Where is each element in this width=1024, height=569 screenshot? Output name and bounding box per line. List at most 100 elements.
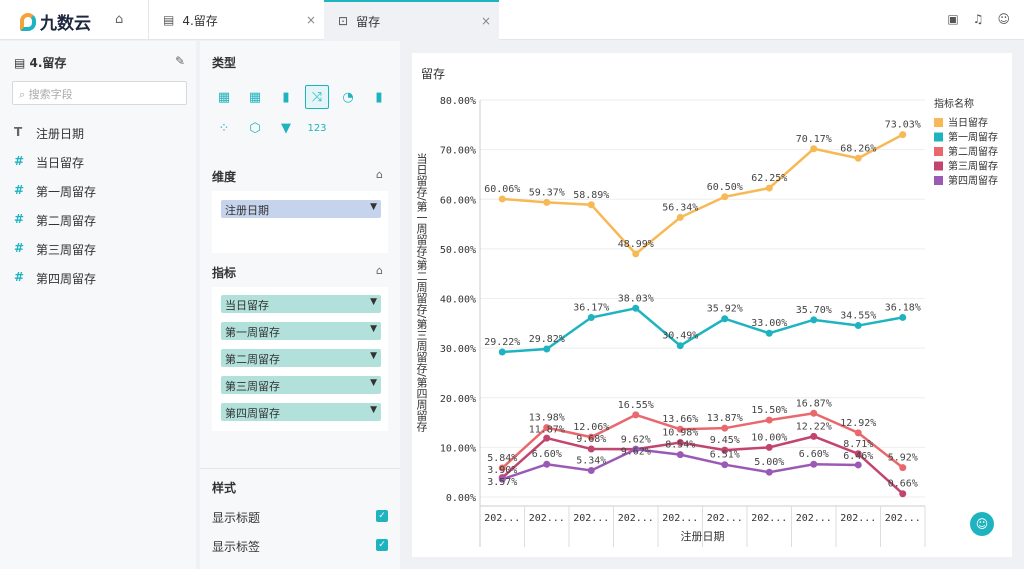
data-point[interactable] — [810, 409, 818, 417]
data-point[interactable] — [721, 461, 729, 469]
legend-swatch — [934, 161, 943, 171]
x-tick-label: 202... — [796, 513, 832, 524]
tab-dashboard[interactable]: ⊡ 留存 × — [324, 0, 499, 40]
funnel-chart-icon[interactable]: ▼ — [281, 120, 291, 136]
dimension-pill[interactable]: 注册日期 ▼ — [221, 200, 381, 218]
data-point[interactable] — [498, 195, 506, 203]
legend-item[interactable]: 第四周留存 — [948, 174, 998, 187]
user-icon[interactable]: ☺ — [997, 12, 1010, 26]
cross-table-icon[interactable]: ▦ — [248, 89, 262, 105]
config-panel: 类型 ▦ ▦ ▮ ⤨ ◔ ▮ ⁘ ⬡ ▼ 123 维度 ⌂ 注册日期 ▼ 指标 ⌂ 当日留存 ▼ 第一… — [200, 41, 400, 569]
clipboard-icon[interactable]: ▣ — [947, 12, 959, 26]
data-point[interactable] — [899, 131, 907, 139]
data-label: 59.37% — [529, 187, 565, 198]
data-point[interactable] — [543, 424, 551, 432]
tab-report[interactable]: ▤ 4.留存 × — [148, 0, 324, 40]
data-point[interactable] — [632, 304, 640, 312]
close-icon[interactable]: × — [480, 14, 491, 28]
data-point[interactable] — [498, 464, 506, 472]
field-type-icon: # — [14, 270, 25, 284]
data-point[interactable] — [721, 424, 729, 432]
data-point[interactable] — [543, 434, 551, 442]
data-point[interactable] — [587, 467, 595, 475]
data-point[interactable] — [543, 198, 551, 206]
data-point[interactable] — [543, 460, 551, 468]
logo[interactable]: 九数云 — [20, 9, 91, 34]
data-point[interactable] — [676, 451, 684, 459]
metric-pill[interactable]: 当日留存 ▼ — [221, 295, 381, 313]
field-item[interactable]: # 第四周留存 — [14, 270, 96, 287]
data-point[interactable] — [676, 439, 684, 447]
data-point[interactable] — [676, 213, 684, 221]
close-icon[interactable]: × — [305, 13, 316, 27]
help-button[interactable]: ☺ — [970, 512, 994, 536]
metric-pill[interactable]: 第四周留存 ▼ — [221, 403, 381, 421]
data-point[interactable] — [810, 460, 818, 468]
field-item[interactable]: T 注册日期 — [14, 125, 84, 142]
home-icon[interactable]: ⌂ — [115, 12, 124, 27]
data-point[interactable] — [854, 429, 862, 437]
data-point[interactable] — [721, 193, 729, 201]
document-icon: ▤ — [163, 13, 175, 27]
metric-pill[interactable]: 第三周留存 ▼ — [221, 376, 381, 394]
show-label-checkbox[interactable]: ✓ — [376, 539, 388, 551]
stacked-bar-icon[interactable]: ▮ — [375, 89, 383, 105]
data-point[interactable] — [854, 450, 862, 458]
data-point[interactable] — [810, 316, 818, 324]
edit-icon[interactable]: ✎ — [175, 54, 186, 68]
metric-pill[interactable]: 第一周留存 ▼ — [221, 322, 381, 340]
pie-chart-icon[interactable]: ◔ — [342, 89, 354, 105]
legend-item[interactable]: 当日留存 — [948, 116, 988, 129]
data-point[interactable] — [765, 416, 773, 424]
data-point[interactable] — [854, 154, 862, 162]
data-point[interactable] — [676, 425, 684, 433]
field-item[interactable]: # 第二周留存 — [14, 212, 96, 229]
data-point[interactable] — [587, 314, 595, 322]
data-point[interactable] — [765, 468, 773, 476]
data-point[interactable] — [854, 322, 862, 330]
metric-pill[interactable]: 第二周留存 ▼ — [221, 349, 381, 367]
data-point[interactable] — [899, 490, 907, 498]
clear-icon[interactable]: ⌂ — [376, 168, 383, 181]
data-point[interactable] — [632, 411, 640, 419]
data-point[interactable] — [721, 446, 729, 454]
clear-icon[interactable]: ⌂ — [376, 264, 383, 277]
series-line — [501, 435, 904, 495]
legend-item[interactable]: 第三周留存 — [948, 160, 998, 173]
x-tick-label: 202... — [885, 513, 921, 524]
data-point[interactable] — [765, 443, 773, 451]
data-point[interactable] — [498, 348, 506, 356]
data-point[interactable] — [587, 433, 595, 441]
data-label: 10.00% — [751, 432, 787, 443]
data-point[interactable] — [854, 461, 862, 469]
data-point[interactable] — [587, 201, 595, 209]
field-item[interactable]: # 当日留存 — [14, 154, 84, 171]
radar-chart-icon[interactable]: ⬡ — [249, 120, 261, 136]
data-point[interactable] — [810, 145, 818, 153]
data-point[interactable] — [899, 464, 907, 472]
data-point[interactable] — [765, 184, 773, 192]
bar-chart-icon[interactable]: ▮ — [282, 89, 290, 105]
data-point[interactable] — [587, 445, 595, 453]
field-item[interactable]: # 第一周留存 — [14, 183, 96, 200]
legend-item[interactable]: 第二周留存 — [948, 145, 998, 158]
number-card-icon[interactable]: 123 — [307, 122, 327, 134]
bell-icon[interactable]: ♫ — [972, 12, 984, 26]
data-point[interactable] — [676, 342, 684, 350]
search-input[interactable]: ⌕ 搜索字段 — [12, 81, 187, 105]
table-chart-icon[interactable]: ▦ — [217, 89, 231, 105]
y-tick-label: 70.00% — [440, 146, 476, 157]
data-point[interactable] — [721, 315, 729, 323]
data-point[interactable] — [498, 475, 506, 483]
show-title-checkbox[interactable]: ✓ — [376, 510, 388, 522]
field-item[interactable]: # 第三周留存 — [14, 241, 96, 258]
data-point[interactable] — [632, 445, 640, 453]
data-point[interactable] — [632, 250, 640, 258]
data-point[interactable] — [810, 432, 818, 440]
legend-item[interactable]: 第一周留存 — [948, 131, 998, 144]
scatter-chart-icon[interactable]: ⁘ — [218, 120, 230, 136]
data-point[interactable] — [765, 329, 773, 337]
line-chart-icon[interactable]: ⤨ — [305, 85, 329, 109]
data-point[interactable] — [899, 313, 907, 321]
data-point[interactable] — [543, 345, 551, 353]
